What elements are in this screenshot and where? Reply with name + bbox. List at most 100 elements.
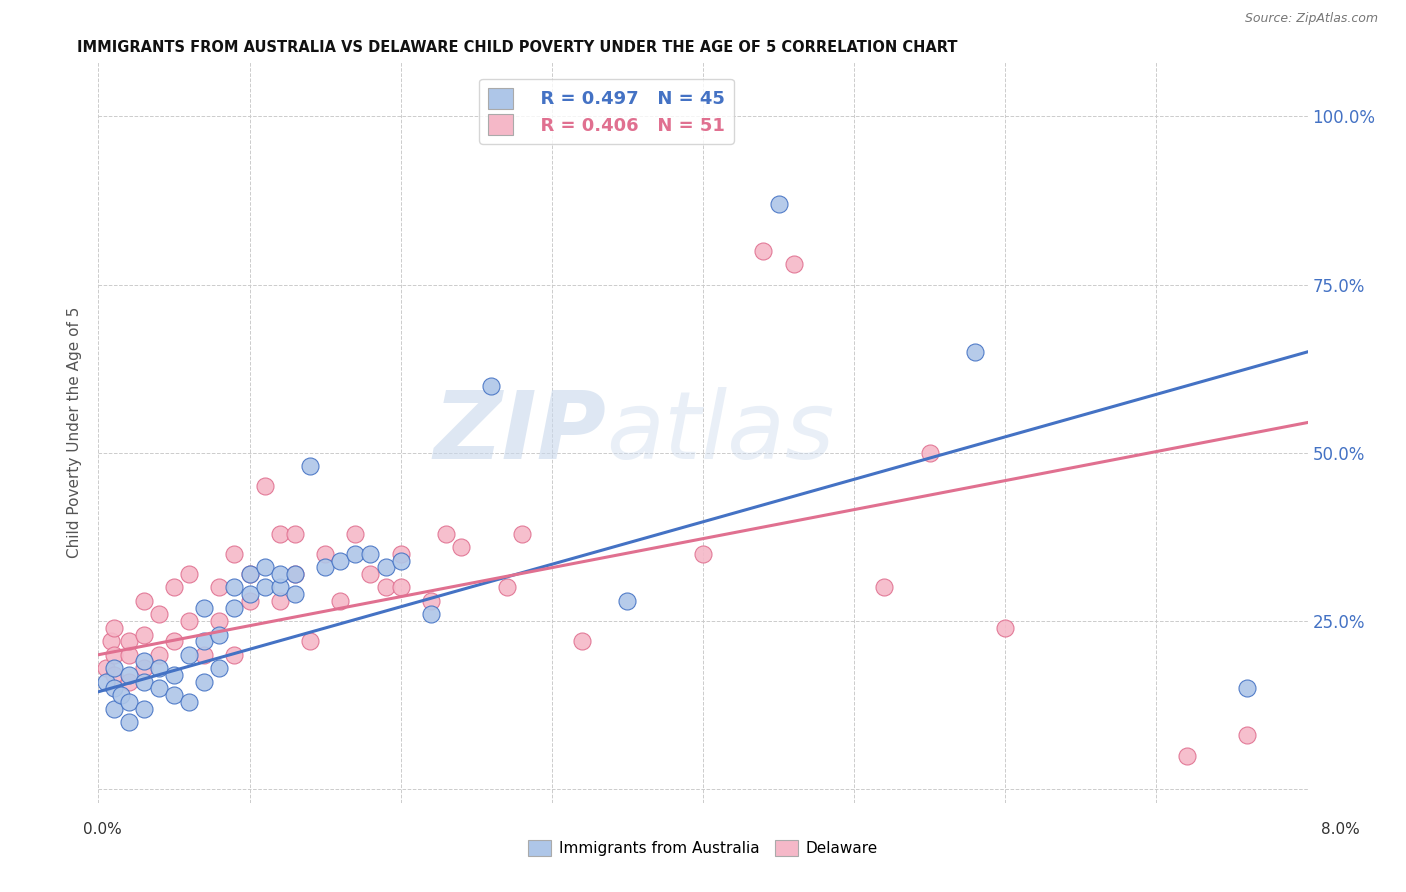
- Point: [284, 526, 307, 541]
- Point: [148, 661, 170, 675]
- Point: [284, 566, 307, 581]
- Point: [918, 446, 941, 460]
- Point: [269, 594, 291, 608]
- Point: [163, 634, 186, 648]
- Point: [239, 566, 262, 581]
- Point: [752, 244, 775, 258]
- Point: [132, 661, 155, 675]
- Point: [1175, 748, 1198, 763]
- Point: [269, 566, 291, 581]
- Point: [616, 594, 638, 608]
- Point: [965, 344, 987, 359]
- Point: [224, 547, 246, 561]
- Point: [132, 594, 155, 608]
- Point: [110, 688, 132, 702]
- Legend: Immigrants from Australia, Delaware: Immigrants from Australia, Delaware: [522, 834, 884, 862]
- Point: [224, 648, 246, 662]
- Point: [692, 547, 714, 561]
- Point: [193, 674, 215, 689]
- Text: 8.0%: 8.0%: [1320, 822, 1360, 837]
- Point: [94, 674, 117, 689]
- Point: [284, 587, 307, 601]
- Point: [118, 648, 141, 662]
- Point: [253, 560, 276, 574]
- Point: [269, 526, 291, 541]
- Point: [132, 655, 155, 669]
- Legend:   R = 0.497   N = 45,   R = 0.406   N = 51: R = 0.497 N = 45, R = 0.406 N = 51: [479, 78, 734, 144]
- Point: [299, 459, 322, 474]
- Point: [179, 566, 201, 581]
- Point: [193, 648, 215, 662]
- Point: [284, 566, 307, 581]
- Point: [103, 701, 125, 715]
- Point: [208, 614, 231, 628]
- Text: atlas: atlas: [606, 387, 835, 478]
- Text: IMMIGRANTS FROM AUSTRALIA VS DELAWARE CHILD POVERTY UNDER THE AGE OF 5 CORRELATI: IMMIGRANTS FROM AUSTRALIA VS DELAWARE CH…: [77, 40, 957, 55]
- Point: [389, 553, 412, 567]
- Point: [132, 627, 155, 641]
- Point: [118, 695, 141, 709]
- Point: [239, 566, 262, 581]
- Point: [329, 594, 352, 608]
- Point: [103, 621, 125, 635]
- Y-axis label: Child Poverty Under the Age of 5: Child Poverty Under the Age of 5: [67, 307, 83, 558]
- Point: [179, 695, 201, 709]
- Text: Source: ZipAtlas.com: Source: ZipAtlas.com: [1244, 12, 1378, 25]
- Point: [148, 607, 170, 622]
- Point: [163, 581, 186, 595]
- Point: [571, 634, 593, 648]
- Point: [208, 661, 231, 675]
- Point: [420, 607, 443, 622]
- Point: [253, 581, 276, 595]
- Point: [132, 701, 155, 715]
- Point: [1236, 729, 1258, 743]
- Point: [510, 526, 533, 541]
- Point: [768, 196, 790, 211]
- Point: [239, 594, 262, 608]
- Point: [873, 581, 896, 595]
- Point: [103, 648, 125, 662]
- Point: [148, 648, 170, 662]
- Point: [344, 526, 367, 541]
- Point: [118, 634, 141, 648]
- Point: [994, 621, 1017, 635]
- Point: [239, 587, 262, 601]
- Text: ZIP: ZIP: [433, 386, 606, 479]
- Point: [420, 594, 443, 608]
- Point: [103, 661, 125, 675]
- Point: [314, 547, 336, 561]
- Point: [360, 547, 382, 561]
- Point: [103, 668, 125, 682]
- Point: [344, 547, 367, 561]
- Point: [1236, 681, 1258, 696]
- Point: [783, 257, 806, 271]
- Point: [329, 553, 352, 567]
- Text: 0.0%: 0.0%: [83, 822, 122, 837]
- Point: [481, 378, 503, 392]
- Point: [193, 600, 215, 615]
- Point: [208, 627, 231, 641]
- Point: [118, 668, 141, 682]
- Point: [374, 560, 396, 574]
- Point: [163, 668, 186, 682]
- Point: [360, 566, 382, 581]
- Point: [118, 674, 141, 689]
- Point: [179, 614, 201, 628]
- Point: [94, 661, 117, 675]
- Point: [224, 600, 246, 615]
- Point: [299, 634, 322, 648]
- Point: [314, 560, 336, 574]
- Point: [450, 540, 472, 554]
- Point: [132, 674, 155, 689]
- Point: [434, 526, 457, 541]
- Point: [374, 581, 396, 595]
- Point: [208, 581, 231, 595]
- Point: [103, 681, 125, 696]
- Point: [389, 547, 412, 561]
- Point: [179, 648, 201, 662]
- Point: [118, 714, 141, 729]
- Point: [495, 581, 517, 595]
- Point: [389, 581, 412, 595]
- Point: [148, 681, 170, 696]
- Point: [269, 581, 291, 595]
